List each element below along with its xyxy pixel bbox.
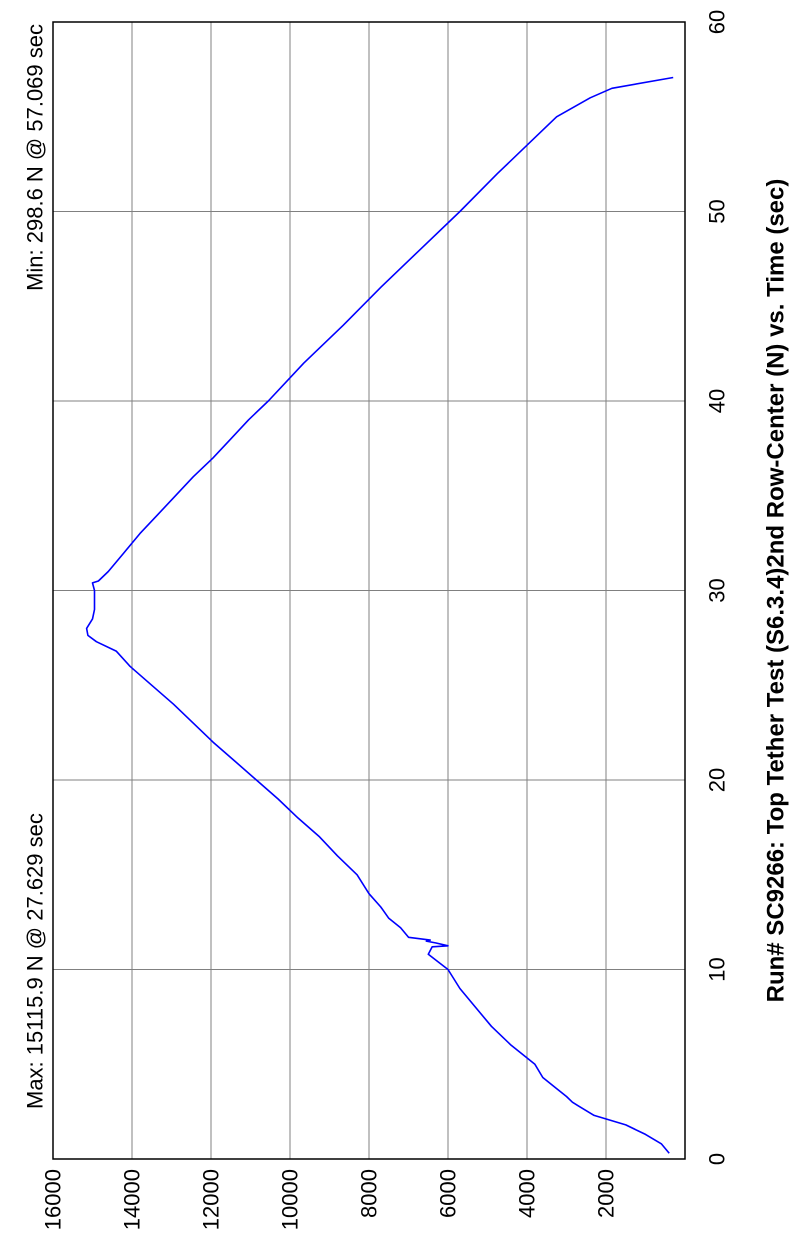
x-tick-label: 10 [705,957,730,981]
y-tick-label: 10000 [278,1169,303,1230]
x-tick-label: 40 [705,389,730,413]
max-annotation: Max: 15115.9 N @ 27.629 sec [23,813,48,1109]
chart-title: Run# SC9266: Top Tether Test (S6.3.4)2nd… [762,179,789,1003]
y-tick-label: 2000 [594,1169,619,1218]
y-tick-label: 12000 [199,1169,224,1230]
y-tick-label: 14000 [120,1169,145,1230]
x-tick-label: 50 [705,199,730,223]
x-tick-labels: 0 10 20 30 40 50 60 [705,10,730,1165]
y-tick-labels: 2000 4000 6000 8000 10000 12000 14000 16000 [41,1169,619,1230]
y-tick-label: 16000 [41,1169,66,1230]
x-tick-label: 30 [705,578,730,602]
y-tick-label: 6000 [436,1169,461,1218]
plot-frame [52,21,686,1160]
grid-lines [53,22,685,1159]
x-tick-label: 0 [705,1153,730,1165]
series-group [85,76,674,1154]
series-line-0 [85,76,674,1154]
x-tick-label: 20 [705,768,730,792]
y-tick-label: 4000 [515,1169,540,1218]
min-annotation: Min: 298.6 N @ 57.069 sec [23,24,48,291]
y-tick-label: 8000 [357,1169,382,1218]
x-tick-label: 60 [705,10,730,34]
